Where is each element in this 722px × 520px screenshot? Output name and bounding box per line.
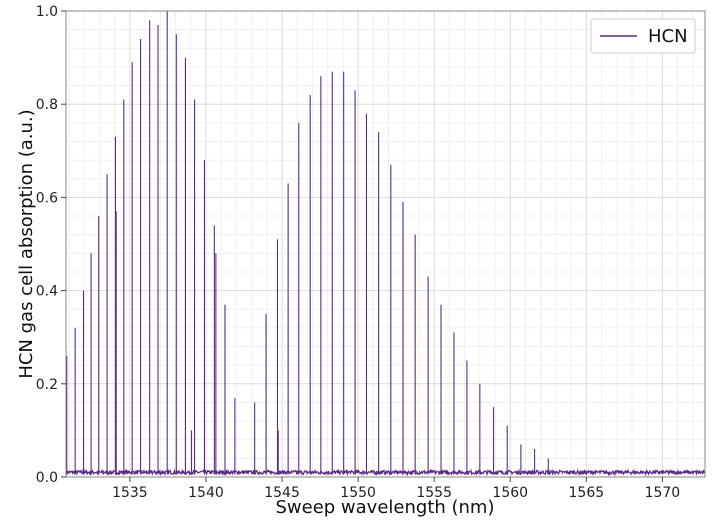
x-tick-label: 1565 bbox=[569, 485, 605, 501]
x-tick-label: 1555 bbox=[416, 485, 452, 501]
series-baseline bbox=[65, 468, 706, 477]
legend-box bbox=[590, 18, 696, 54]
x-tick-label: 1540 bbox=[188, 485, 224, 501]
legend: HCN bbox=[590, 18, 696, 54]
y-tick-label: 0.0 bbox=[36, 470, 58, 486]
y-axis-title: HCN gas cell absorption (a.u.) bbox=[16, 109, 37, 378]
spectrum-series bbox=[65, 11, 706, 477]
y-tick-label: 0.6 bbox=[36, 190, 58, 206]
plot-frame bbox=[65, 10, 706, 478]
x-axis-ticks: 1535 1540 1545 1550 1555 1560 1565 1570 bbox=[112, 477, 680, 501]
major-grid bbox=[66, 10, 705, 478]
y-axis-ticks: 0.0 0.2 0.4 0.6 0.8 1.0 bbox=[36, 4, 66, 486]
y-tick-label: 0.2 bbox=[36, 377, 58, 393]
x-tick-label: 1535 bbox=[112, 485, 148, 501]
x-tick-label: 1550 bbox=[340, 485, 376, 501]
y-tick-label: 1.0 bbox=[36, 4, 58, 20]
y-tick-label: 0.4 bbox=[36, 284, 58, 300]
legend-label-hcn: HCN bbox=[648, 26, 688, 47]
x-axis-title: Sweep wavelength (nm) bbox=[275, 497, 494, 518]
plot-background bbox=[66, 11, 705, 477]
x-tick-label: 1570 bbox=[645, 485, 681, 501]
x-tick-label: 1560 bbox=[492, 485, 528, 501]
x-tick-label: 1545 bbox=[264, 485, 300, 501]
y-tick-label: 0.8 bbox=[36, 97, 58, 113]
